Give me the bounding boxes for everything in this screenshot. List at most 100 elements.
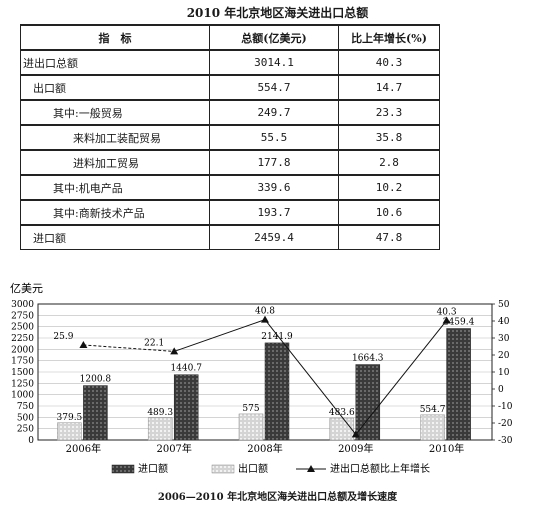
growth-point: [442, 316, 451, 324]
bar-export: [329, 417, 355, 441]
bar-label-import: 2459.4: [443, 318, 475, 328]
y2-tick-label: -20: [498, 419, 513, 429]
growth-line-segment: [355, 320, 447, 435]
row-growth-cell: 35.8: [338, 124, 440, 151]
x-tick-label: 2006年: [66, 442, 101, 455]
growth-line-segment: [83, 344, 175, 352]
customs-chart: 亿美元0250500750100012501500175020002250250…: [10, 282, 513, 475]
table-row: 来料加工装配贸易 55.5 35.8: [20, 124, 440, 151]
bar-import: [173, 374, 199, 441]
growth-line-segment: [174, 319, 266, 352]
row-growth-cell: 10.6: [338, 199, 440, 226]
row-growth-cell: 2.8: [338, 149, 440, 176]
y2-tick-label: 40: [498, 317, 510, 327]
y-tick-label: 0: [28, 436, 34, 446]
table-row: 其中:商新技术产品 193.7 10.6: [20, 199, 440, 226]
bar-label-export: 575: [242, 404, 259, 414]
table-body: 进出口总额 3014.1 40.3 出口额 554.7 14.7 其中:一般贸易 249.7 2…: [20, 49, 440, 250]
row-indicator-cell: 出口额: [20, 74, 210, 101]
y-tick-label: 1000: [11, 391, 34, 401]
growth-label: 40.3: [437, 307, 457, 317]
legend-swatch-export: [211, 464, 235, 474]
y2-tick-label: 20: [498, 351, 510, 361]
bar-export: [420, 414, 445, 441]
y-tick-label: 250: [17, 425, 34, 435]
row-total-cell: 2459.4: [209, 224, 339, 250]
bar-label-import: 1200.8: [80, 375, 112, 385]
row-total-cell: 3014.1: [209, 49, 339, 76]
customs-stats-table: 指 标 总额(亿美元) 比上年增长(%) 进出口总额 3014.1 40.3 出口额 5…: [20, 24, 440, 250]
y-tick-label: 750: [17, 402, 34, 412]
row-growth-cell: 23.3: [338, 99, 440, 126]
growth-point: [170, 347, 179, 355]
y-tick-label: 1500: [11, 368, 34, 378]
bar-label-export: 379.5: [57, 413, 83, 423]
growth-label: 40.8: [255, 307, 275, 317]
growth-line-segment: [264, 319, 357, 435]
row-total-cell: 249.7: [209, 99, 339, 126]
y2-tick-label: 0: [498, 385, 504, 395]
growth-point: [351, 430, 360, 438]
y-tick-label: 500: [17, 413, 34, 423]
x-tick-label: 2010年: [429, 442, 464, 455]
table-row: 进料加工贸易 177.8 2.8: [20, 149, 440, 176]
table-row: 其中:机电产品 339.6 10.2: [20, 174, 440, 201]
y-tick-label: 2500: [11, 323, 34, 333]
y-tick-label: 2250: [11, 334, 34, 344]
table-row: 进出口总额 3014.1 40.3: [20, 49, 440, 76]
row-total-cell: 554.7: [209, 74, 339, 101]
y2-tick-label: 30: [498, 334, 510, 344]
y-tick-label: 2750: [11, 311, 34, 321]
bar-export: [147, 417, 173, 441]
bar-label-export: 483.6: [329, 408, 355, 418]
row-total-cell: 177.8: [209, 149, 339, 176]
row-indicator-cell: 进料加工贸易: [20, 149, 210, 176]
y-tick-label: 1750: [11, 357, 34, 367]
table-row: 其中:一般贸易 249.7 23.3: [20, 99, 440, 126]
bar-label-import: 1440.7: [170, 364, 202, 374]
row-indicator-cell: 其中:一般贸易: [20, 99, 210, 126]
legend-label-import: 进口额: [138, 462, 168, 475]
table-header-row: 指 标 总额(亿美元) 比上年增长(%): [20, 24, 440, 51]
row-indicator-cell: 进口额: [20, 224, 210, 250]
bar-label-export: 489.3: [147, 408, 173, 418]
bar-label-export: 554.7: [420, 405, 446, 415]
legend-label-growth: 进出口总额比上年增长: [330, 462, 430, 475]
x-tick-label: 2009年: [338, 442, 373, 455]
row-indicator-cell: 其中:商新技术产品: [20, 199, 210, 226]
y2-tick-label: -30: [498, 436, 513, 446]
table-title: 2010 年北京地区海关进出口总额: [186, 6, 369, 20]
row-total-cell: 193.7: [209, 199, 339, 226]
x-tick-label: 2007年: [156, 442, 191, 455]
x-tick-label: 2008年: [247, 442, 282, 455]
row-growth-cell: 47.8: [338, 224, 440, 250]
row-indicator-cell: 其中:机电产品: [20, 174, 210, 201]
bar-import: [83, 385, 108, 441]
bar-import: [355, 364, 381, 441]
y-axis-label: 亿美元: [10, 282, 43, 295]
growth-point: [261, 315, 269, 323]
row-indicator-cell: 来料加工装配贸易: [20, 124, 210, 151]
growth-label: 22.1: [144, 338, 164, 348]
y2-tick-label: 50: [498, 300, 510, 310]
header-indicator: 指 标: [20, 24, 210, 51]
y-tick-label: 3000: [11, 300, 34, 310]
legend-label-export: 出口额: [238, 462, 268, 475]
row-indicator-cell: 进出口总额: [20, 49, 210, 76]
row-growth-cell: 10.2: [338, 174, 440, 201]
bar-export: [57, 422, 82, 441]
legend-marker-growth: [307, 465, 315, 472]
table-row: 进口额 2459.4 47.8: [20, 224, 440, 250]
row-total-cell: 55.5: [209, 124, 339, 151]
row-growth-cell: 14.7: [338, 74, 440, 101]
header-total: 总额(亿美元): [209, 24, 339, 51]
bar-import: [264, 342, 290, 441]
chart-caption: 2006—2010 年北京地区海关进出口总额及增长速度: [157, 492, 398, 503]
y-tick-label: 1250: [11, 379, 34, 389]
bar-export: [238, 413, 264, 441]
growth-label: 25.9: [53, 332, 73, 342]
bar-label-import: 1664.3: [352, 354, 384, 364]
legend-swatch-import: [111, 464, 135, 474]
bar-import: [446, 328, 471, 441]
row-total-cell: 339.6: [209, 174, 339, 201]
